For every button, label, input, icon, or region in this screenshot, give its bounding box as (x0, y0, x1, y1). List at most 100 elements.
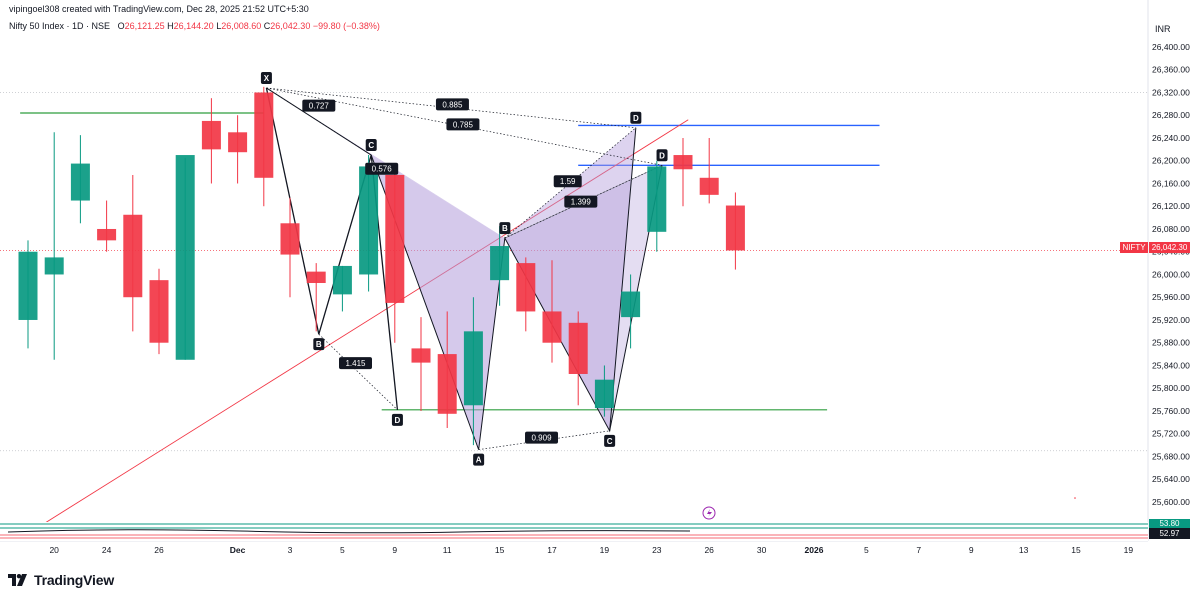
candle-body (673, 155, 693, 170)
y-tick-label: 26,280.00 (1152, 110, 1190, 120)
point-label-p2-0: C (604, 434, 616, 447)
ratio-label-text: 0.727 (309, 102, 330, 111)
y-tick-label: 26,360.00 (1152, 65, 1190, 75)
candle-body (437, 354, 457, 414)
ratio-label-box (564, 195, 598, 208)
x-tick-label: 5 (864, 545, 869, 555)
ratio-label-box (435, 98, 469, 111)
chart-credit: vipingoel308 created with TradingView.co… (9, 4, 309, 14)
x-tick-label: 17 (547, 545, 557, 555)
candle-11 (306, 263, 326, 332)
candle-26 (699, 137, 719, 204)
x-tick-label: 23 (652, 545, 662, 555)
price-axis[interactable]: 26,400.00 26,360.00 26,320.00 26,280.00 26,2… (1152, 42, 1190, 530)
ratio-label-box (365, 162, 399, 175)
x-tick-label: 30 (757, 545, 767, 555)
tradingview-brand[interactable]: TradingView (8, 571, 114, 589)
oscillator-background (0, 522, 1148, 541)
point-label-p1-4: A (473, 453, 485, 466)
oscillator-tag-1: 53.80 (1149, 519, 1190, 529)
pattern-leg-xbcd (265, 87, 399, 410)
candle-22 (594, 365, 614, 417)
oscillator-tag-2: 52.97 (1149, 528, 1190, 539)
y-tick-label: 26,120.00 (1152, 201, 1190, 211)
ratio-label-5: 0.909 (525, 431, 559, 444)
candle-body (647, 166, 667, 232)
pattern-leg-main (266, 87, 637, 450)
ratio-label-7: 1.399 (564, 195, 598, 208)
candles[interactable] (18, 86, 745, 446)
point-label-p2-2: D (656, 149, 668, 162)
pattern-fill-bcd (504, 127, 636, 431)
candle-body (97, 228, 117, 241)
lightning-event-icon (702, 506, 716, 520)
ratio-label-box (525, 431, 559, 444)
y-tick-label: 26,200.00 (1152, 156, 1190, 166)
candle-body (123, 214, 143, 298)
candle-body (594, 379, 614, 409)
y-tick-label: 26,320.00 (1152, 87, 1190, 97)
candle-body (149, 280, 169, 343)
y-tick-label: 26,400.00 (1152, 42, 1190, 52)
ratio-label-text: 1.415 (345, 359, 366, 368)
oscillator-line (7, 529, 691, 534)
candle-body (568, 322, 588, 374)
ratio-label-box (302, 99, 336, 112)
ratio-line-bd1 (504, 127, 637, 239)
misc-marks (702, 497, 1076, 520)
candle-body (359, 166, 379, 275)
x-tick-label: 3 (288, 545, 293, 555)
ratio-label-text: 0.785 (453, 120, 474, 129)
y-tick-label: 25,760.00 (1152, 406, 1190, 416)
point-label-p1-5: B (499, 222, 511, 235)
x-tick-label: 9 (392, 545, 397, 555)
point-label-box (313, 338, 325, 351)
candle-17 (463, 297, 483, 446)
ratio-label-1: 0.576 (365, 162, 399, 175)
ratio-line-bd (318, 333, 398, 411)
x-tick-label: 19 (600, 545, 610, 555)
symbol-title: Nifty 50 Index · 1D · NSE (9, 21, 111, 31)
ratio-label-0: 0.727 (302, 99, 336, 112)
point-label-p2-1: D (630, 111, 642, 124)
candle-13 (359, 155, 379, 292)
candle-body (542, 311, 562, 343)
point-label-p1-2: C (365, 139, 377, 152)
y-tick-label: 25,680.00 (1152, 451, 1190, 461)
stray-dot (1074, 497, 1076, 499)
point-label-p1-1: B (313, 338, 325, 351)
x-tick-label: 24 (102, 545, 112, 555)
high-label: H (167, 21, 174, 31)
ratio-label-3: 0.885 (435, 98, 469, 111)
candle-25 (673, 137, 693, 207)
x-tick-label: 9 (969, 545, 974, 555)
point-label-text: A (476, 456, 482, 465)
time-axis[interactable]: 20 24 26 Dec 3 5 9 11 15 17 19 23 26 30 2026 5 7 9 13 15 19 (49, 545, 1133, 555)
candle-24 (647, 160, 667, 252)
ratio-label-2: 1.415 (339, 357, 372, 370)
last-price-tag: 26,042.30 (1149, 242, 1190, 253)
candle-body (385, 174, 405, 303)
x-tick-label: 15 (495, 545, 505, 555)
y-tick-label: 26,080.00 (1152, 224, 1190, 234)
y-tick-label: 26,240.00 (1152, 133, 1190, 143)
point-label-text: C (607, 437, 613, 446)
candle-20 (542, 260, 562, 363)
point-label-text: X (264, 74, 270, 83)
candle-18 (490, 226, 510, 306)
candle-body (201, 120, 221, 150)
y-tick-label: 25,600.00 (1152, 497, 1190, 507)
candle-body (332, 265, 352, 295)
ratio-label-text: 0.909 (532, 434, 553, 443)
candle-body (463, 331, 483, 406)
point-label-box (391, 413, 403, 426)
candle-8 (228, 115, 248, 184)
close-value: 26,042.30 (270, 21, 311, 31)
symbol-price-tag: NIFTY (1120, 242, 1148, 253)
ratio-label-4: 0.785 (446, 118, 480, 131)
point-label-box (656, 149, 668, 162)
y-tick-label: 25,960.00 (1152, 292, 1190, 302)
currency-label: INR (1155, 24, 1171, 34)
candle-6 (175, 155, 195, 360)
